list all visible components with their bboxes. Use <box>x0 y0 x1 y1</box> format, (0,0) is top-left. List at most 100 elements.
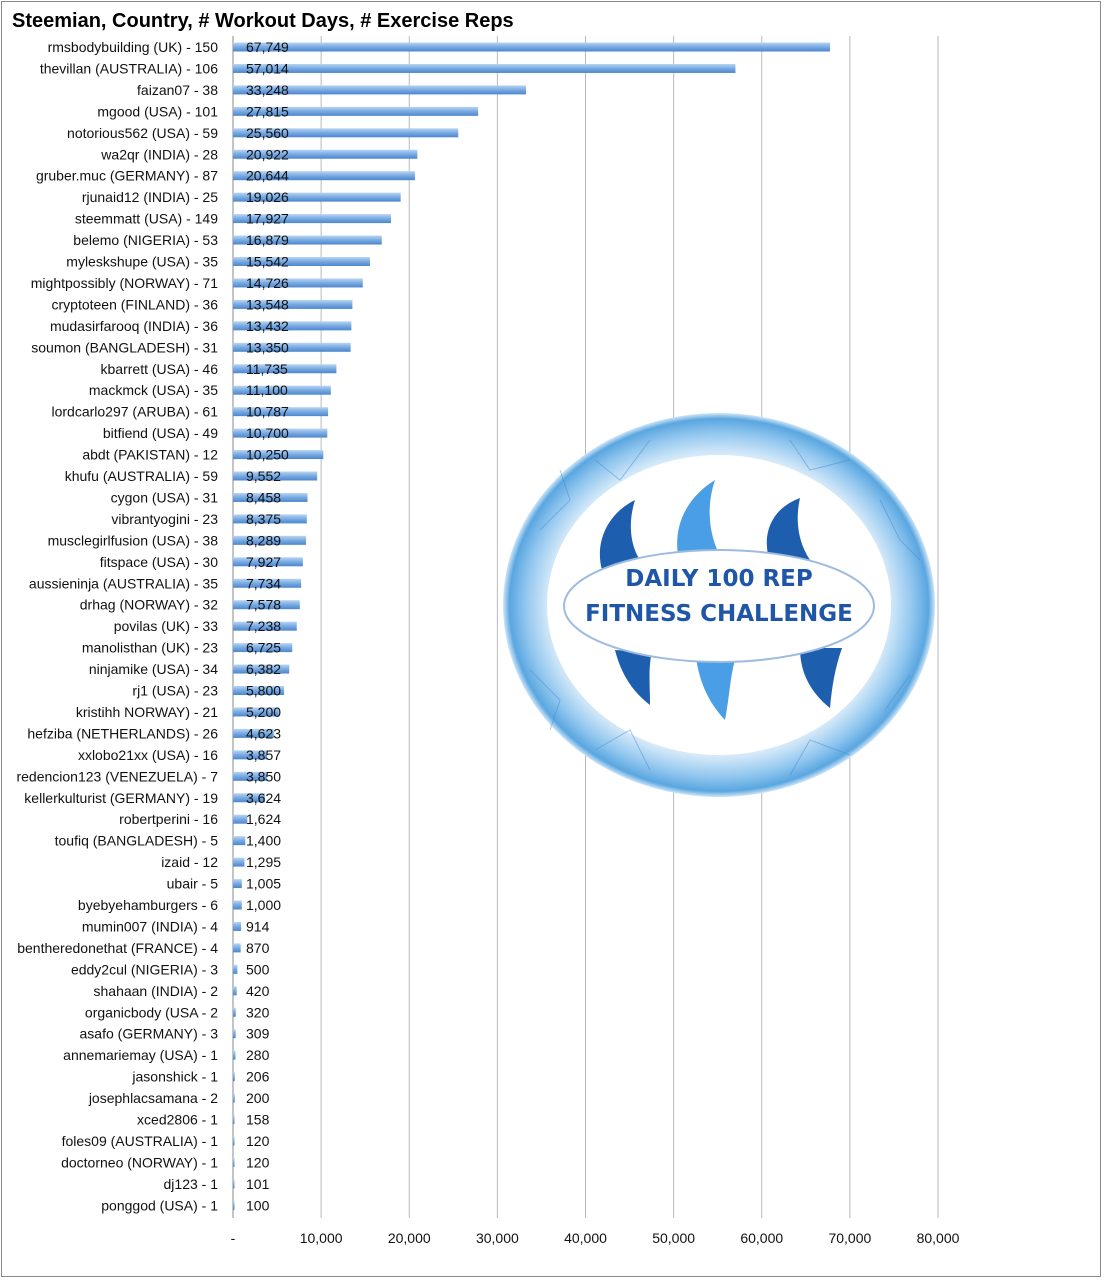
bar <box>233 514 307 524</box>
data-label: 200 <box>246 1090 270 1106</box>
category-label: mumin007 (INDIA) - 4 <box>82 918 218 934</box>
category-label: redencion123 (VENEZUELA) - 7 <box>16 768 218 784</box>
data-label: 280 <box>246 1047 270 1063</box>
data-label: 7,238 <box>246 618 281 634</box>
data-label: 3,624 <box>246 790 281 806</box>
ring-pattern <box>529 439 921 776</box>
bar <box>233 128 459 138</box>
data-label: 7,734 <box>246 575 281 591</box>
category-label: manolisthan (UK) - 23 <box>82 640 218 656</box>
bar <box>233 900 242 910</box>
category-label: jasonshick - 1 <box>131 1069 218 1085</box>
category-label: vibrantyogini - 23 <box>111 511 218 527</box>
x-tick-label: 80,000 <box>917 1230 960 1246</box>
bar <box>233 235 382 245</box>
data-label: 1,400 <box>246 833 281 849</box>
bar <box>233 364 337 374</box>
data-label: 120 <box>246 1154 270 1170</box>
category-label: myleskshupe (USA) - 35 <box>66 254 218 270</box>
bar <box>233 149 418 159</box>
data-label: 14,726 <box>246 275 289 291</box>
bars <box>233 42 831 1210</box>
bar <box>233 879 242 889</box>
category-label: mgood (USA) - 101 <box>97 103 218 119</box>
bar <box>233 707 279 717</box>
bar <box>233 1157 235 1167</box>
data-label: 11,100 <box>246 382 288 398</box>
data-label: 1,295 <box>246 854 281 870</box>
x-tick-label: 60,000 <box>740 1230 783 1246</box>
data-label: 500 <box>246 961 270 977</box>
bar <box>233 1093 235 1103</box>
category-label: rmsbodybuilding (UK) - 150 <box>48 39 219 55</box>
bar <box>233 664 290 674</box>
category-label: shahaan (INDIA) - 2 <box>94 983 219 999</box>
category-label: josephlacsamana - 2 <box>88 1090 218 1106</box>
bar <box>233 1007 236 1017</box>
data-label: 15,542 <box>246 254 289 270</box>
bar <box>233 214 391 224</box>
data-label: 206 <box>246 1069 270 1085</box>
data-label: 420 <box>246 983 270 999</box>
data-label: 1,624 <box>246 811 281 827</box>
bar <box>233 814 248 824</box>
data-label: 101 <box>246 1176 270 1192</box>
category-label: lordcarlo297 (ARUBA) - 61 <box>51 404 218 420</box>
bar <box>233 836 246 846</box>
data-label: 309 <box>246 1026 270 1042</box>
category-label: musclegirlfusion (USA) - 38 <box>48 532 219 548</box>
bar <box>233 321 352 331</box>
category-label: wa2qr (INDIA) - 28 <box>100 146 218 162</box>
bar <box>233 192 401 202</box>
data-label: 914 <box>246 918 270 934</box>
data-label: 1,000 <box>246 897 281 913</box>
bar <box>233 964 238 974</box>
bar <box>233 106 479 116</box>
data-label: 33,248 <box>246 82 289 98</box>
data-label: 1,005 <box>246 876 281 892</box>
category-label: annemariemay (USA) - 1 <box>63 1047 218 1063</box>
category-label: kristihh NORWAY) - 21 <box>76 704 218 720</box>
category-label: mudasirfarooq (INDIA) - 36 <box>50 318 218 334</box>
category-label: belemo (NIGERIA) - 53 <box>73 232 218 248</box>
data-label: 8,375 <box>246 511 281 527</box>
data-label: 17,927 <box>246 211 289 227</box>
bar <box>233 1179 235 1189</box>
bar <box>233 1050 236 1060</box>
bar <box>233 943 241 953</box>
category-label: abdt (PAKISTAN) - 12 <box>82 447 218 463</box>
data-label: 67,749 <box>246 39 289 55</box>
category-label: doctorneo (NORWAY) - 1 <box>61 1154 218 1170</box>
bar <box>233 257 370 266</box>
fin-shape-2 <box>677 480 722 565</box>
data-label: 20,644 <box>246 168 289 184</box>
bar <box>233 342 351 352</box>
fin-shape-5 <box>695 650 738 720</box>
bar <box>233 771 267 781</box>
category-label: fitspace (USA) - 30 <box>100 554 218 570</box>
data-label: 11,735 <box>246 361 288 377</box>
bar <box>233 728 274 738</box>
bar <box>233 857 245 867</box>
badge-line-2: FITNESS CHALLENGE <box>585 601 853 627</box>
data-label: 13,432 <box>246 318 289 334</box>
data-label: 9,552 <box>246 468 281 484</box>
bar <box>233 85 526 95</box>
data-label: 13,350 <box>246 339 289 355</box>
category-label: kellerkulturist (GERMANY) - 19 <box>24 790 218 806</box>
x-tick-label: 20,000 <box>388 1230 431 1246</box>
bar <box>233 171 415 181</box>
bar <box>233 750 267 760</box>
category-label: thevillan (AUSTRALIA) - 106 <box>40 60 218 76</box>
bar <box>233 407 329 417</box>
category-label: rjunaid12 (INDIA) - 25 <box>82 189 218 205</box>
category-label: byebyehamburgers - 6 <box>78 897 218 913</box>
x-tick-label: 50,000 <box>652 1230 695 1246</box>
x-tick-label: 70,000 <box>828 1230 871 1246</box>
category-label: xced2806 - 1 <box>137 1112 218 1128</box>
data-label: 3,857 <box>246 747 281 763</box>
data-label: 6,382 <box>246 661 281 677</box>
x-tick-labels: - 10,000 20,000 30,000 40,000 50,000 60,000 70,… <box>231 1230 960 1246</box>
